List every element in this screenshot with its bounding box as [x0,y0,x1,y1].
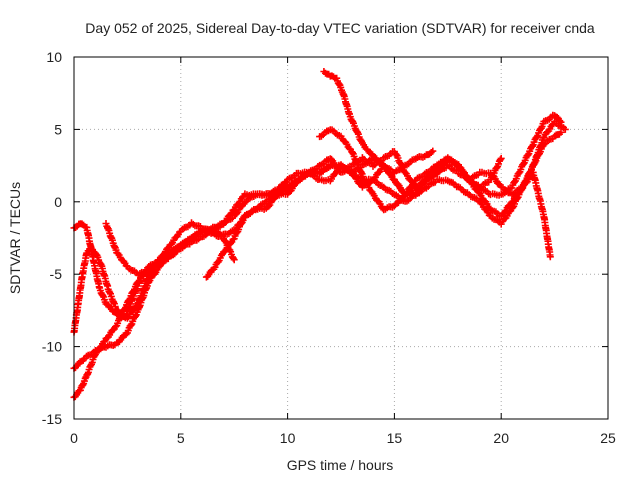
y-axis-ticks: -15 -10 -5 0 5 10 [42,49,608,427]
chart-title: Day 052 of 2025, Sidereal Day-to-day VTE… [85,20,595,36]
x-tick-label: 10 [280,430,296,446]
series-track-h [320,68,437,177]
data-series [70,68,569,401]
y-tick-label: -5 [50,266,63,282]
grid-lines [74,57,608,419]
plot-frame [73,56,609,420]
y-tick-label: 10 [46,49,62,65]
x-tick-label: 0 [70,430,78,446]
x-tick-label: 15 [387,430,403,446]
y-tick-label: -10 [42,339,62,355]
series-track-g [316,126,505,214]
y-axis-label: SDTVAR / TECUs [7,182,23,294]
y-tick-label: 0 [54,194,62,210]
x-tick-label: 5 [177,430,185,446]
x-axis-label: GPS time / hours [287,457,394,473]
series-markers [316,126,505,214]
x-tick-label: 20 [493,430,509,446]
series-markers [70,111,565,372]
series-markers [320,68,437,177]
y-tick-label: -15 [42,411,62,427]
series-track-c [70,111,565,372]
y-tick-label: 5 [54,121,62,137]
x-axis-ticks: 0 5 10 15 20 25 [70,57,616,446]
x-tick-label: 25 [600,430,616,446]
